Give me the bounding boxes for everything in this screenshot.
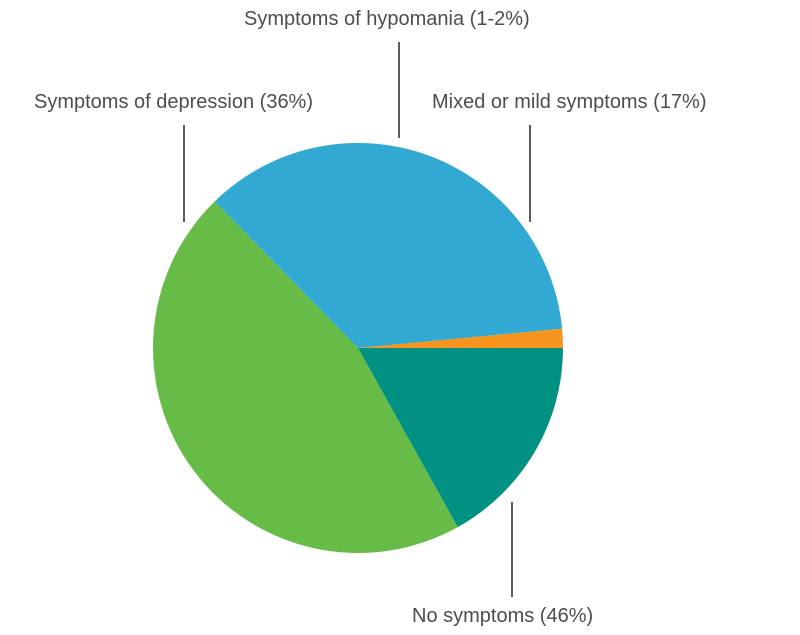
- pie-slice-hypomania: [358, 328, 563, 348]
- leader-lines: [183, 42, 531, 597]
- slice-label-depression: Symptoms of depression (36%): [34, 91, 313, 113]
- slice-label-mixed: Mixed or mild symptoms (17%): [432, 91, 707, 113]
- slice-label-none: No symptoms (46%): [412, 605, 593, 627]
- pie-slice-depression: [214, 143, 563, 348]
- pie-slice-mixed: [358, 348, 563, 528]
- slice-label-hypomania: Symptoms of hypomania (1-2%): [244, 8, 530, 30]
- slice-labels: Symptoms of hypomania (1-2%) Symptoms of…: [34, 8, 707, 627]
- pie-slice-none: [152, 201, 458, 554]
- pie-slices: [152, 143, 563, 554]
